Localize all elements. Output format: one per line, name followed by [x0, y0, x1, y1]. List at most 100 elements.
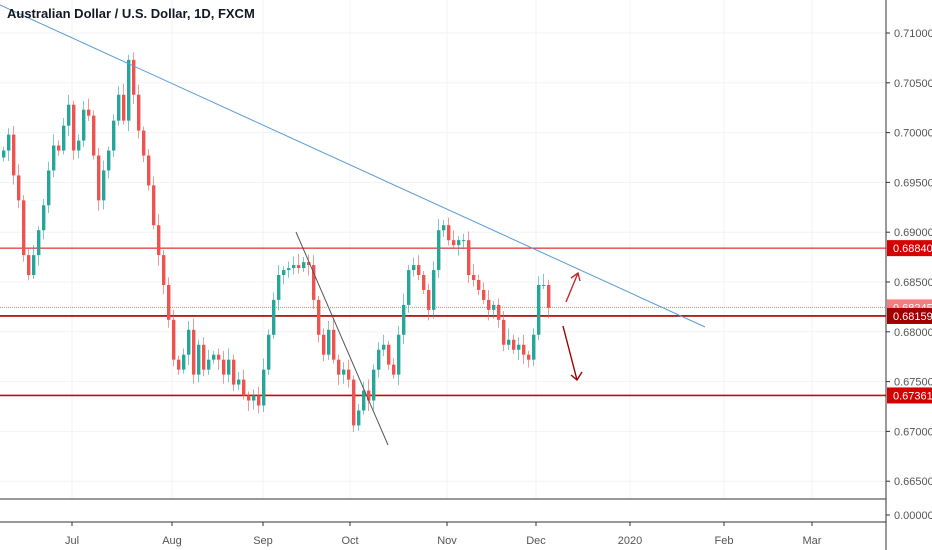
candle — [197, 339, 201, 383]
candle-body — [437, 230, 441, 271]
candle-body — [232, 359, 236, 385]
candle-body — [272, 299, 276, 335]
candle-body — [527, 354, 531, 360]
candle — [477, 274, 481, 296]
candle — [267, 329, 271, 375]
candle — [392, 358, 396, 379]
candle — [52, 134, 56, 178]
candle-body — [172, 319, 176, 360]
candle — [312, 255, 316, 310]
candle-body — [57, 145, 61, 151]
arrow-up-icon[interactable] — [565, 271, 581, 303]
trendline-black[interactable] — [295, 231, 389, 446]
candle-body — [487, 299, 491, 310]
candle-body — [17, 175, 21, 201]
candle — [432, 261, 436, 320]
candle — [77, 134, 81, 159]
x-tick-label: Oct — [341, 535, 358, 547]
candle-body — [462, 240, 466, 242]
candle-body — [177, 359, 181, 370]
candle-body — [472, 275, 476, 281]
candle — [202, 337, 206, 377]
candle-body — [157, 225, 161, 256]
candle-body — [347, 369, 351, 380]
candle — [27, 247, 31, 281]
candle — [97, 147, 101, 211]
candle-body — [447, 225, 451, 241]
candle — [242, 369, 246, 400]
candle — [22, 195, 26, 262]
candle — [157, 214, 161, 266]
candle — [337, 354, 341, 386]
candle-body — [312, 265, 316, 300]
candle — [412, 257, 416, 277]
candle — [207, 349, 211, 375]
candle-body — [537, 284, 541, 335]
candle — [57, 140, 61, 156]
x-tick-label: Nov — [437, 535, 457, 547]
candle-body — [417, 265, 421, 276]
candle-body — [502, 319, 506, 345]
candle — [547, 279, 551, 319]
candle-body — [367, 390, 371, 401]
candle — [37, 226, 41, 266]
arrow-down-icon[interactable] — [562, 325, 583, 382]
candle-body — [162, 255, 166, 285]
candle — [212, 350, 216, 364]
price-label-bg — [887, 240, 932, 257]
candle — [112, 114, 116, 158]
price-label: 0.68159 — [893, 311, 932, 323]
candle-body — [32, 255, 36, 276]
candle-body — [407, 270, 411, 305]
candle-body — [62, 125, 66, 151]
candle-body — [147, 155, 151, 186]
candle-body — [67, 104, 71, 126]
candle-body — [467, 240, 471, 276]
candle — [222, 350, 226, 384]
candle — [357, 404, 361, 431]
candle — [317, 295, 321, 343]
candle-body — [92, 115, 96, 156]
candle-body — [477, 280, 481, 290]
candle-body — [222, 359, 226, 375]
candle-body — [2, 150, 6, 158]
x-tick-label: Dec — [526, 535, 546, 547]
candle-body — [357, 410, 361, 426]
candle-body — [122, 94, 126, 121]
candle — [402, 293, 406, 344]
candle-body — [337, 359, 341, 375]
trendline-descending-blue[interactable] — [0, 4, 706, 328]
candle-body — [302, 262, 306, 269]
candle-body — [547, 284, 551, 308]
candle — [482, 282, 486, 304]
candle-body — [12, 134, 16, 176]
candle — [407, 264, 411, 313]
candle — [372, 364, 376, 410]
candle-body — [187, 329, 191, 355]
price-label: 0.67361 — [893, 390, 932, 402]
candle-body — [247, 395, 251, 401]
candle — [542, 273, 546, 289]
candle-body — [72, 104, 76, 151]
candle-body — [267, 334, 271, 370]
candle — [462, 233, 466, 250]
x-tick-label: Feb — [715, 535, 734, 547]
candle-body — [542, 284, 546, 286]
candle — [502, 311, 506, 352]
y-tick-label: 0.70000 — [894, 128, 932, 140]
candle-body — [22, 200, 26, 256]
candle — [352, 375, 356, 432]
candle — [467, 231, 471, 283]
candle — [322, 328, 326, 362]
candle — [182, 348, 186, 374]
candle — [192, 318, 196, 384]
candle — [152, 176, 156, 230]
x-tick-label: Jul — [65, 535, 79, 547]
candle — [12, 125, 16, 185]
candle-body — [377, 349, 381, 370]
candle-body — [382, 344, 386, 350]
candle — [272, 292, 276, 339]
candle-body — [517, 344, 521, 350]
price-label-bg — [887, 307, 932, 324]
